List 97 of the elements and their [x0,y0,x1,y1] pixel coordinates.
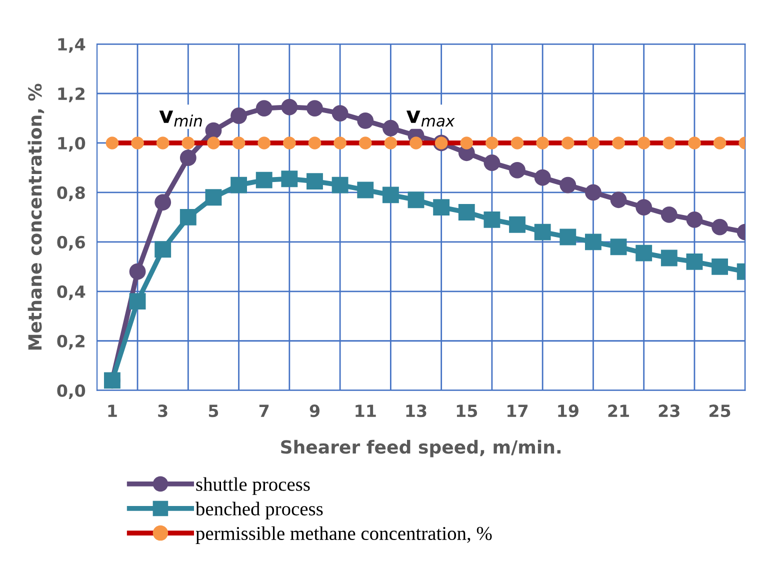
point [534,169,551,186]
y-tick-label: 1,2 [58,87,84,102]
point [484,211,500,228]
point [258,136,271,150]
point [586,136,600,150]
point [460,136,474,150]
point [182,136,195,150]
point [129,293,146,310]
y-tick-label: 1,0 [58,136,86,152]
point [560,228,576,246]
point [154,194,172,211]
point [433,199,450,216]
point [637,136,650,150]
point [106,136,119,150]
point [509,162,526,178]
point [180,208,196,226]
x-tick-label: 25 [710,404,730,418]
annotation: v$_{max}$ [406,110,455,127]
x-tick-label: 1 [108,404,117,417]
y-tick-label: 0,6 [57,236,86,251]
point [534,224,551,240]
y-tick-label: 0,2 [57,334,84,350]
point [509,216,526,233]
point [585,184,602,201]
point [712,258,728,275]
point [686,211,703,228]
point [205,189,222,206]
point [408,192,424,208]
point [382,186,399,204]
y-tick-label: 0,0 [57,384,86,400]
point [131,136,144,150]
point [308,136,322,150]
point [334,136,346,150]
x-tick-label: 19 [558,404,578,418]
point [281,170,298,188]
point [636,199,652,216]
point [560,176,576,194]
x-tick-label: 21 [608,404,629,417]
x-tick-label: 23 [658,404,680,418]
point [129,263,146,280]
point [458,204,475,220]
point [332,105,348,122]
point [332,176,348,194]
x-tick-label: 5 [208,404,218,418]
point [610,192,627,208]
point [536,136,549,150]
x-tick-label: 17 [508,404,528,417]
point [713,136,726,150]
point [688,136,701,150]
x-tick-label: 13 [406,404,426,418]
y-tick-label: 0,8 [57,186,85,202]
point [382,120,399,136]
point [281,98,298,116]
point [484,154,500,171]
point [230,108,248,124]
point [610,238,627,256]
point [180,150,196,166]
point [660,206,678,223]
x-tick-label: 11 [356,404,376,417]
point [562,136,574,150]
y-tick-label: 1,4 [58,38,86,53]
y-axis-title: Methane concentration, % [28,84,44,350]
x-tick-label: 7 [259,404,269,417]
point [232,136,246,150]
x-axis-title: Shearer feed speed, m/min. [281,440,560,458]
point [256,172,272,188]
point [410,136,422,150]
y-tick-label: 0,4 [57,285,86,300]
x-tick-label: 3 [158,404,168,418]
point [686,254,703,270]
point [306,100,323,117]
point [205,122,222,139]
point [283,136,296,150]
legend-label: permissible methane concentration, % [196,526,492,544]
point [306,173,323,190]
point [154,241,172,258]
point [660,250,678,266]
legend-label: benched process [195,502,323,520]
point [207,136,220,150]
point [230,176,248,194]
point [384,136,398,150]
point [357,112,374,129]
point [712,218,728,236]
point [662,136,676,150]
point [612,136,625,150]
point [358,136,372,150]
legend-label: shuttle process [196,477,310,495]
point [256,100,272,117]
x-tick-label: 9 [310,404,320,418]
point [636,244,652,262]
annotation: v$_{min}$ [159,110,202,126]
point [585,234,602,250]
point [486,136,498,150]
point [357,182,374,198]
x-tick-label: 15 [456,404,478,418]
point [156,136,170,150]
point [510,136,524,150]
